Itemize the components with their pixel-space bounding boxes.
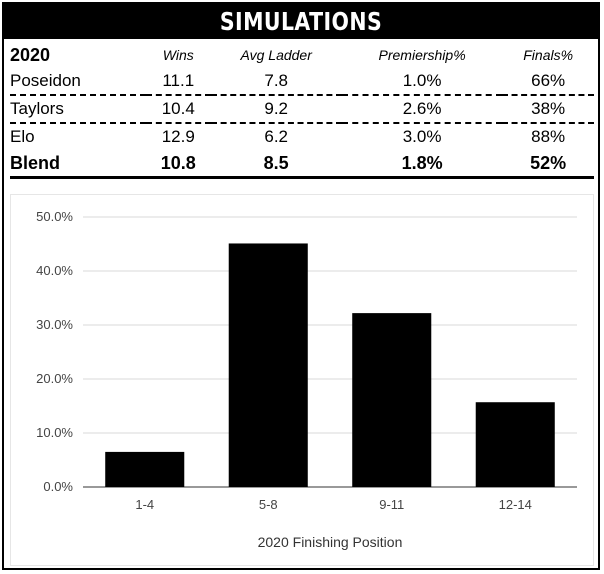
wins-value: 11.1	[146, 68, 211, 96]
finals-value: 88%	[531, 127, 566, 146]
season-year: 2020	[10, 44, 51, 65]
y-tick-label: 10.0%	[36, 425, 73, 440]
bar	[352, 313, 432, 487]
bar	[475, 402, 555, 487]
title-bar: SIMULATIONS	[4, 4, 598, 39]
premiership-value: 1.0%	[341, 68, 503, 96]
avg-ladder-value: 6.2	[264, 127, 289, 146]
chart-svg: 0.0% 10.0% 20.0% 30.0% 40.0% 50.0% 1-4 5-8 9-11 1…	[36, 209, 577, 550]
premiership-value: 1.8%	[341, 150, 503, 179]
header-avg-ladder: Avg Ladder	[240, 47, 312, 63]
x-tick-label: 1-4	[135, 497, 154, 512]
y-tick-label: 20.0%	[36, 371, 73, 386]
table-row: Poseidon 11.1 7.8 1.0% 66%	[10, 68, 594, 96]
header-finals: Finals%	[523, 47, 574, 63]
premiership-value: 2.6%	[341, 95, 503, 124]
simulations-panel: SIMULATIONS 2020 Wins Avg Ladder Premier…	[2, 2, 600, 570]
y-tick-label: 50.0%	[36, 209, 73, 224]
team-name: Blend	[10, 150, 146, 179]
finals-value: 38%	[502, 95, 594, 124]
table-row: Taylors 10.4 9.2 2.6% 38%	[10, 95, 594, 124]
avg-ladder-value: 7.8	[210, 68, 342, 96]
avg-ladder-value: 9.2	[210, 95, 342, 124]
x-tick-label: 12-14	[499, 497, 532, 512]
team-name: Taylors	[10, 95, 146, 124]
header-wins: Wins	[162, 47, 194, 63]
y-tick-label: 0.0%	[43, 479, 73, 494]
wins-value: 10.4	[146, 95, 211, 124]
header-premiership: Premiership%	[378, 47, 466, 63]
blend-row: Blend 10.8 8.5 1.8% 52%	[10, 150, 594, 179]
wins-value: 10.8	[146, 150, 211, 179]
simulation-table: 2020 Wins Avg Ladder Premiership% Finals…	[10, 42, 594, 179]
table-row: Elo 12.9 6.2 3.0% 88%	[10, 123, 594, 150]
y-tick-label: 30.0%	[36, 317, 73, 332]
avg-ladder-value: 8.5	[210, 150, 342, 179]
finals-value: 52%	[502, 150, 594, 179]
finishing-position-chart: 0.0% 10.0% 20.0% 30.0% 40.0% 50.0% 1-4 5-8 9-11 1…	[10, 194, 594, 566]
y-tick-label: 40.0%	[36, 263, 73, 278]
team-name: Poseidon	[10, 68, 146, 96]
finals-value: 66%	[502, 68, 594, 96]
bar	[105, 451, 185, 487]
bar	[228, 243, 308, 487]
x-tick-label: 9-11	[379, 497, 404, 512]
premiership-value: 3.0%	[402, 127, 442, 146]
x-axis-title: 2020 Finishing Position	[258, 534, 403, 550]
panel-title: SIMULATIONS	[57, 4, 545, 39]
x-tick-label: 5-8	[259, 497, 278, 512]
wins-value: 12.9	[161, 127, 195, 146]
table-header-row: 2020 Wins Avg Ladder Premiership% Finals…	[10, 42, 594, 68]
team-name: Elo	[10, 127, 35, 146]
